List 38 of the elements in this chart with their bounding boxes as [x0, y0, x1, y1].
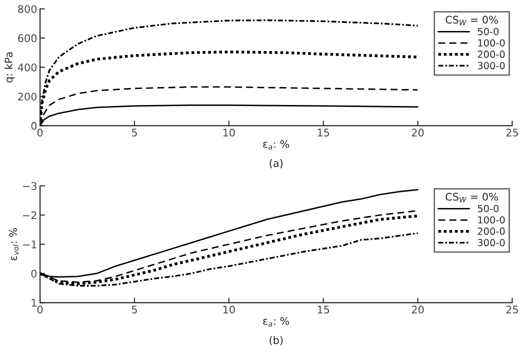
y-axis-title: q: kPa	[4, 52, 15, 83]
y-tick-label: −2	[23, 211, 36, 220]
x-tick-label: 25	[506, 128, 518, 137]
legend-label: 100-0	[478, 216, 505, 224]
x-tick-label: 15	[318, 306, 330, 314]
x-tick-label: 10	[223, 128, 235, 137]
legend-title: CS$_{W}$ = 0%	[446, 16, 498, 26]
x-tick-label: 15	[318, 128, 330, 137]
x-tick-label: 5	[132, 128, 137, 137]
legend-title: CS$_{W}$ = 0%	[446, 192, 498, 202]
legend-label: 300-0	[478, 238, 505, 246]
x-tick-label: 20	[412, 306, 424, 314]
legend-label: 300-0	[478, 62, 505, 70]
x-tick-label: 25	[506, 306, 518, 314]
x-tick-label: 20	[412, 128, 424, 137]
y-axis-title: ε$_{vol}$: %	[9, 228, 19, 260]
text: (a)	[270, 159, 282, 168]
x-tick-label: 0	[37, 128, 43, 137]
legend-label: 200-0	[478, 228, 505, 235]
legend-label: 200-0	[478, 50, 505, 58]
y-tick-label: −1	[23, 240, 36, 248]
text: (b)	[270, 336, 283, 346]
y-tick-label: 600	[18, 34, 37, 42]
x-tick-label: 5	[132, 306, 137, 314]
y-tick-label: 0	[31, 122, 37, 130]
legend-label: 50-0	[478, 28, 499, 36]
legend-label: 100-0	[478, 39, 505, 47]
y-tick-label: 400	[18, 63, 37, 72]
y-tick-label: 0	[31, 270, 37, 278]
x-tick-label: 0	[37, 306, 43, 314]
x-axis-title: ε$_{a}$: %	[263, 140, 290, 150]
y-tick-label: 800	[18, 5, 37, 13]
x-tick-label: 10	[223, 306, 235, 314]
y-tick-label: 1	[32, 299, 36, 307]
y-tick-label: 200	[18, 92, 37, 101]
legend-label: 50-0	[478, 204, 499, 212]
y-tick-label: −3	[23, 182, 36, 190]
x-axis-title: ε$_{a}$: %	[263, 317, 290, 327]
